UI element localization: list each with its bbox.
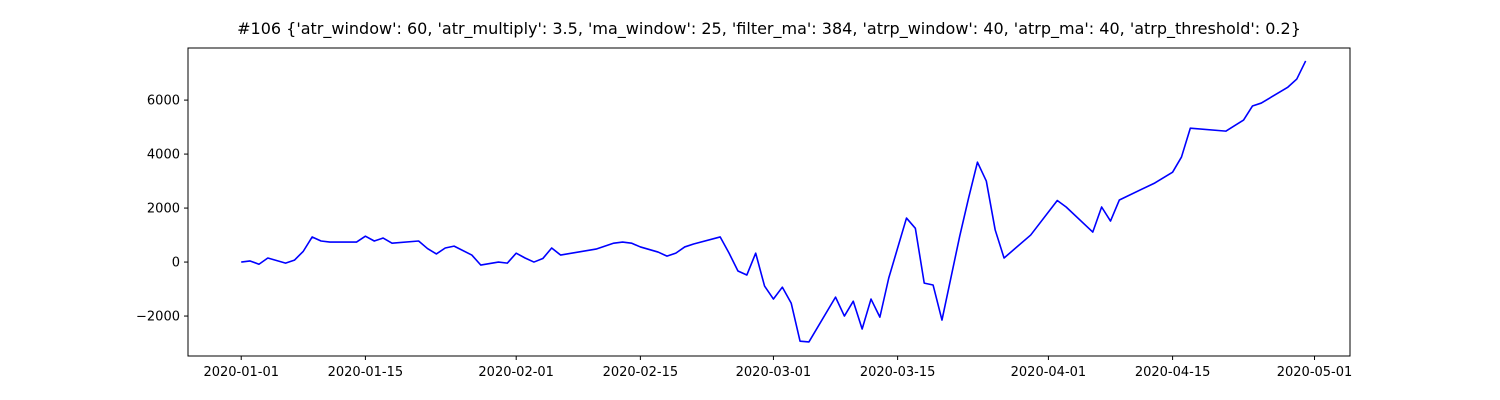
x-tick-label: 2020-03-15 <box>860 365 936 380</box>
y-tick-label: 6000 <box>147 94 180 109</box>
data-line <box>241 60 1307 343</box>
x-tick-label: 2020-04-01 <box>1011 365 1087 380</box>
x-tick-label: 2020-02-15 <box>603 365 679 380</box>
chart-title: #106 {'atr_window': 60, 'atr_multiply': … <box>237 19 1301 39</box>
axes-frame <box>187 47 1351 357</box>
x-tick-label: 2020-04-15 <box>1135 365 1211 380</box>
y-tick-label: 4000 <box>147 148 180 163</box>
y-tick-label: 2000 <box>147 202 180 217</box>
x-tick-label: 2020-02-01 <box>478 365 554 380</box>
x-tick-label: 2020-05-01 <box>1277 365 1353 380</box>
x-tick-label: 2020-01-01 <box>203 365 279 380</box>
x-tick-label: 2020-03-01 <box>736 365 812 380</box>
x-tick-label: 2020-01-15 <box>328 365 404 380</box>
y-tick-label: 0 <box>172 256 180 271</box>
y-tick-label: −2000 <box>136 310 180 325</box>
